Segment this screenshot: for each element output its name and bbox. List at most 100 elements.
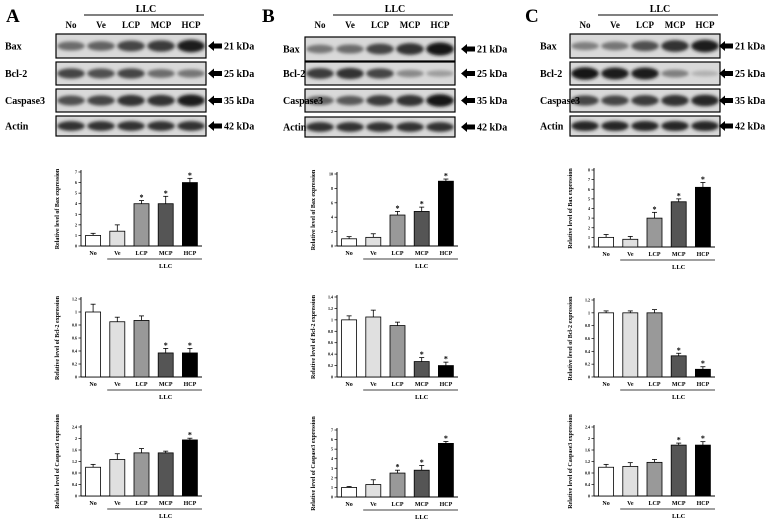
- lane-label-ve: Ve: [96, 20, 106, 30]
- lane-label-mcp: MCP: [665, 20, 686, 30]
- bar-lcp: [646, 217, 663, 248]
- y-tick-label: 5: [588, 196, 590, 201]
- blot-band: [306, 122, 334, 132]
- blot-band: [306, 44, 334, 54]
- blot-band: [631, 95, 659, 106]
- blot-band: [57, 41, 85, 51]
- blot-band: [177, 94, 205, 107]
- y-tick-label: 1.2: [585, 298, 590, 303]
- blot-band: [426, 42, 454, 56]
- blot-band: [571, 41, 599, 51]
- y-tick-label: 1: [331, 317, 333, 322]
- x-axis-label: LLC: [672, 264, 686, 271]
- x-tick-label: MCP: [672, 252, 686, 258]
- y-tick-label: 1: [331, 485, 333, 490]
- blot-protein-label: Bcl-2: [5, 69, 27, 80]
- y-tick-label: 7: [331, 428, 333, 433]
- left-arrow-icon: [461, 95, 475, 106]
- lane-label-lcp: LCP: [371, 20, 390, 30]
- x-axis-label: LLC: [672, 513, 686, 520]
- x-tick-label: Ve: [627, 501, 634, 507]
- y-tick-label: 0.6: [72, 336, 77, 341]
- x-axis-label: LLC: [159, 394, 173, 401]
- significance-marker: *: [396, 204, 400, 213]
- y-tick-label: 0: [588, 494, 590, 499]
- blot-band: [426, 122, 454, 132]
- blot-caspase3: Caspase3 35 kDa: [540, 88, 765, 113]
- y-tick-label: 0.6: [328, 340, 333, 345]
- x-tick-label: LCP: [649, 382, 661, 388]
- blot-band: [571, 95, 599, 106]
- bar-no: [598, 466, 615, 497]
- x-tick-label: HCP: [440, 382, 453, 388]
- y-tick-label: 1.2: [72, 297, 77, 302]
- blot-band: [661, 40, 689, 52]
- x-tick-label: HCP: [184, 382, 197, 388]
- x-tick-label: LCP: [649, 252, 661, 258]
- bar-mcp: [157, 452, 174, 497]
- bar-hcp: [437, 180, 454, 247]
- y-tick-label: 3: [75, 212, 77, 217]
- blot-protein-label: Actin: [540, 122, 564, 133]
- y-tick-label: 4: [75, 201, 77, 206]
- blot-protein-label: Caspase3: [5, 96, 45, 107]
- x-tick-label: LCP: [649, 501, 661, 507]
- bar-ve: [365, 236, 382, 247]
- significance-marker: *: [188, 341, 192, 350]
- x-tick-label: LCP: [392, 251, 404, 257]
- y-tick-label: 0: [75, 494, 77, 499]
- bar-lcp: [133, 203, 150, 247]
- x-axis-label: LLC: [672, 394, 686, 401]
- bar-no: [341, 319, 358, 378]
- y-tick-label: 7: [75, 170, 77, 175]
- blot-band: [631, 120, 659, 132]
- y-tick-label: 0: [331, 375, 333, 380]
- y-tick-label: 3: [331, 466, 333, 471]
- blot-band: [306, 68, 334, 79]
- bar-no: [85, 466, 102, 497]
- blot-protein-label: Caspase3: [540, 96, 580, 107]
- x-tick-label: HCP: [440, 251, 453, 257]
- y-tick-label: 2: [75, 222, 77, 227]
- y-tick-label: 4: [331, 456, 333, 461]
- y-axis-label: Relative level of Bax expression: [55, 168, 61, 249]
- y-tick-label: 0: [331, 244, 333, 249]
- blot-bax: Bax 21 kDa: [283, 36, 507, 62]
- x-tick-label: No: [345, 502, 352, 508]
- bar-chart-a-3: 0 0.4 0.8 1.2 1.6 2 2.4 Relative level of Caspa…: [55, 414, 202, 520]
- kda-marker-label: 21 kDa: [224, 42, 254, 53]
- significance-marker: *: [444, 172, 448, 181]
- x-axis-label: LLC: [415, 514, 429, 521]
- bar-no: [341, 238, 358, 247]
- y-tick-label: 0.2: [585, 362, 590, 367]
- bar-mcp: [413, 361, 430, 378]
- x-tick-label: No: [89, 501, 96, 507]
- y-tick-label: 1.2: [328, 306, 333, 311]
- y-tick-label: 0.4: [72, 349, 77, 354]
- significance-marker: *: [677, 346, 681, 355]
- blot-band: [117, 68, 145, 79]
- bar-hcp: [181, 352, 198, 378]
- blot-band: [601, 95, 629, 106]
- y-axis-label: Relative level of Bax expression: [311, 169, 317, 250]
- y-tick-label: 6: [75, 180, 77, 185]
- y-axis-label: Relative level of Bcl-2 expression: [568, 296, 574, 381]
- y-tick-label: 1.6: [72, 448, 77, 453]
- significance-marker: *: [420, 200, 424, 209]
- blot-protein-label: Bcl-2: [283, 69, 305, 80]
- x-tick-label: No: [602, 382, 609, 388]
- bar-hcp: [437, 442, 454, 498]
- blot-band: [571, 67, 599, 80]
- x-tick-label: MCP: [415, 251, 429, 257]
- significance-marker: *: [701, 434, 705, 443]
- significance-marker: *: [677, 191, 681, 200]
- bar-chart-a-1: 0 1 2 3 4 5 6 7 Relative level of Bax expression…: [55, 168, 202, 270]
- blot-band: [396, 43, 424, 55]
- left-arrow-icon: [208, 95, 222, 106]
- blot-caspase3: Caspase3 35 kDa: [283, 88, 507, 113]
- y-tick-label: 4: [588, 206, 590, 211]
- blot-band: [601, 67, 629, 80]
- bar-lcp: [389, 472, 406, 498]
- significance-marker: *: [188, 171, 192, 180]
- x-tick-label: Ve: [114, 382, 121, 388]
